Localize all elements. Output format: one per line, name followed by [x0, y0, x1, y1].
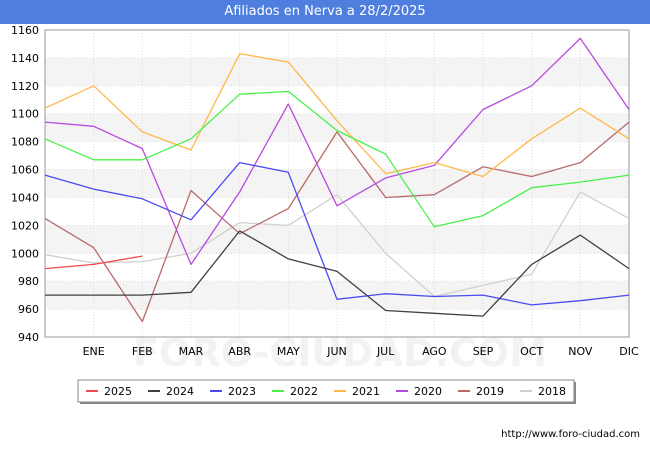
- legend-label-2023: 2023: [228, 385, 256, 398]
- plot-frame: [44, 29, 630, 338]
- watermark: FORO-CIUDAD.COM: [133, 331, 547, 375]
- x-tick-label: JUL: [376, 345, 395, 358]
- y-tick-label: 1100: [11, 108, 39, 121]
- x-axis-ticks: ENE FEB MAR ABR MAY JUN JUL AGO SEP OCT NOV DIC: [83, 345, 639, 358]
- x-tick-label: MAY: [277, 345, 300, 358]
- x-tick-label: OCT: [520, 345, 543, 358]
- series-line-2025: [44, 255, 143, 270]
- series-line-2023: [44, 161, 630, 306]
- y-tick-label: 1020: [11, 219, 39, 232]
- plot-band: [45, 30, 629, 58]
- series-line-2020: [44, 37, 630, 266]
- x-tick-label: NOV: [568, 345, 593, 358]
- legend-label-2020: 2020: [414, 385, 442, 398]
- legend: 2025 2024 2023 2022 2021 2020 2019 2018: [77, 379, 576, 404]
- legend-label-2022: 2022: [290, 385, 318, 398]
- series-line-2024: [45, 230, 630, 317]
- x-tick-label: MAR: [179, 345, 204, 358]
- legend-label-2024: 2024: [166, 385, 194, 398]
- legend-label-2021: 2021: [352, 385, 380, 398]
- y-tick-label: 940: [18, 331, 39, 344]
- legend-label-2019: 2019: [476, 385, 504, 398]
- x-tick-label: DIC: [619, 345, 639, 358]
- x-tick-label: ABR: [228, 345, 251, 358]
- plot-band: [45, 141, 629, 170]
- credit-url: http://www.foro-ciudad.com: [501, 429, 640, 440]
- y-tick-label: 1140: [11, 52, 39, 65]
- series-line-2019: [44, 121, 630, 323]
- x-tick-label: SEP: [473, 345, 494, 358]
- x-tick-label: JUN: [326, 345, 347, 358]
- y-tick-label: 1120: [11, 80, 39, 93]
- series-line-2021: [44, 53, 630, 178]
- plot-band: [45, 225, 629, 254]
- x-tick-label: AGO: [422, 345, 447, 358]
- y-tick-label: 1160: [11, 24, 39, 37]
- x-tick-label: ENE: [83, 345, 105, 358]
- plot-band: [45, 309, 629, 337]
- legend-box: [77, 379, 575, 403]
- y-tick-label: 1080: [11, 136, 39, 149]
- axes: [44, 29, 630, 338]
- series-line-2018: [44, 191, 630, 298]
- y-tick-label: 1000: [11, 247, 39, 260]
- legend-label-2025: 2025: [104, 385, 132, 398]
- series-line-2022: [44, 90, 630, 228]
- y-tick-label: 1040: [11, 191, 39, 204]
- legend-label-2018: 2018: [538, 385, 566, 398]
- x-tick-label: FEB: [132, 345, 153, 358]
- y-axis-ticks: 940 960 980 1000 1020 1040 1060 1080 1100 1120 114…: [11, 24, 39, 344]
- y-tick-label: 980: [18, 275, 39, 288]
- y-tick-label: 1060: [11, 164, 39, 177]
- y-tick-label: 960: [18, 303, 39, 316]
- chart-title: Afiliados en Nerva a 28/2/2025: [0, 0, 650, 24]
- plot-band: [45, 197, 629, 226]
- series-lines: [44, 37, 630, 323]
- plot-band: [45, 113, 629, 142]
